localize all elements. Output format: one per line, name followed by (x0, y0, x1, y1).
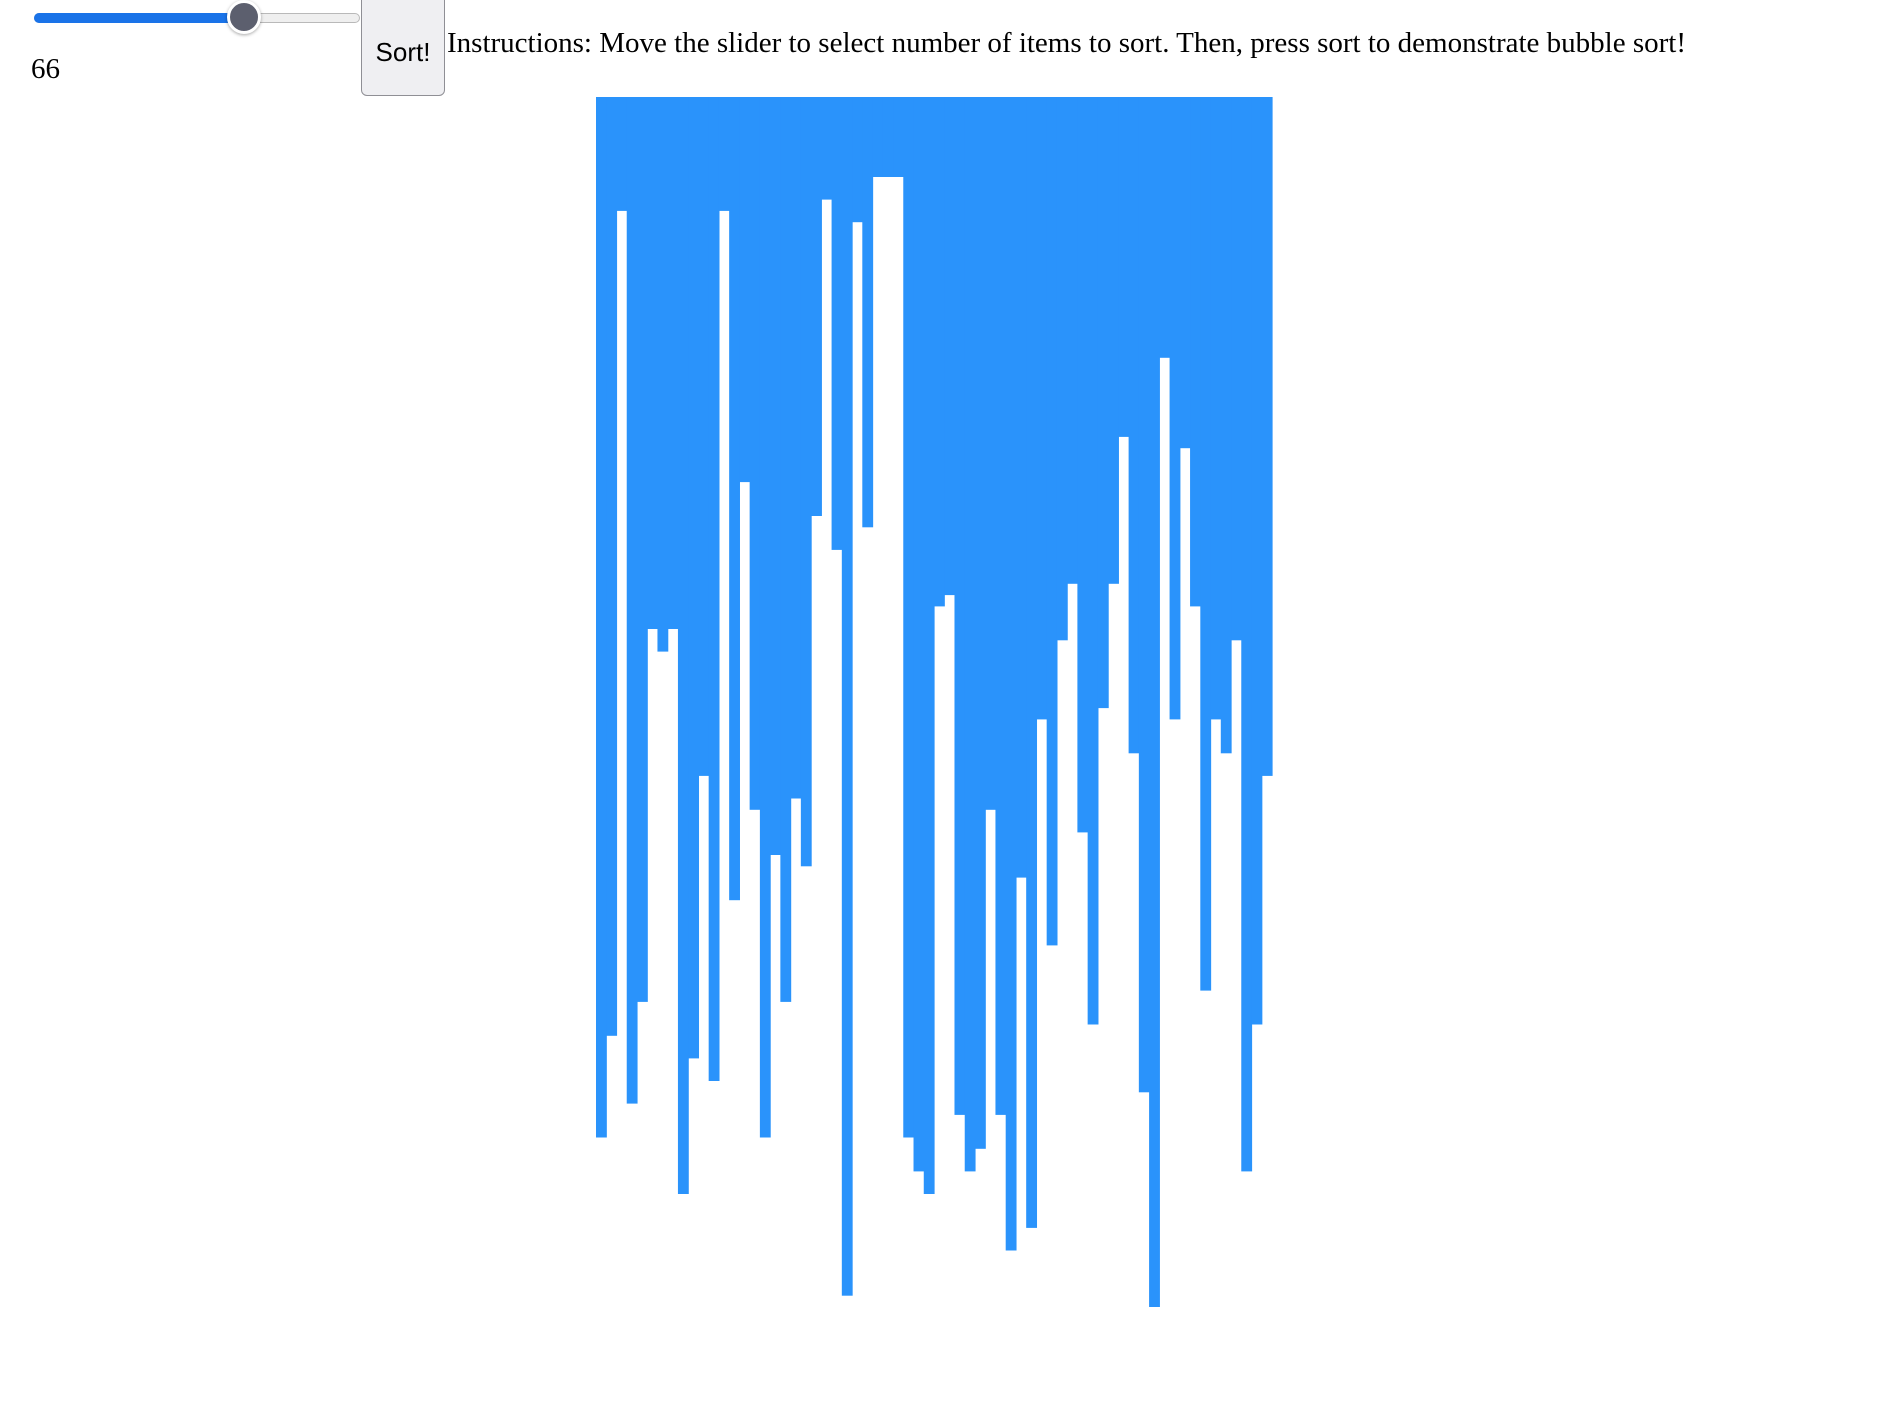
sort-bar-40 (995, 97, 1007, 1115)
sort-bar-47 (1067, 97, 1078, 584)
sort-bar-25 (841, 97, 853, 1296)
item-count-slider[interactable] (34, 0, 360, 34)
sort-bar-21 (800, 97, 812, 867)
sort-bar-60 (1200, 97, 1212, 991)
sort-bar-55 (1149, 97, 1160, 1307)
sort-bar-38 (974, 97, 986, 1149)
sort-bar-45 (1046, 97, 1058, 946)
sort-bar-61 (1210, 97, 1222, 720)
sort-bar-41 (1005, 97, 1017, 1251)
sort-bar-16 (749, 97, 761, 810)
sort-bar-66 (1261, 97, 1273, 776)
sort-button[interactable]: Sort! (361, 0, 445, 96)
slider-thumb[interactable] (226, 0, 261, 34)
sort-bar-14 (729, 97, 740, 901)
sort-bar-6 (647, 97, 659, 629)
sort-bar-56 (1159, 97, 1171, 358)
sort-bar-51 (1108, 97, 1119, 584)
sort-bar-30 (893, 97, 904, 177)
sort-bar-65 (1251, 97, 1263, 1025)
sort-bar-24 (831, 97, 843, 550)
sort-bar-12 (708, 97, 720, 1081)
sort-bar-48 (1077, 97, 1089, 833)
sort-bar-17 (759, 97, 771, 1138)
sort-bar-42 (1015, 97, 1027, 878)
sort-bar-33 (923, 97, 935, 1194)
sort-bar-50 (1097, 97, 1109, 709)
sort-bar-58 (1179, 97, 1191, 449)
instructions-text: Instructions: Move the slider to select … (447, 27, 1686, 59)
sort-bar-44 (1036, 97, 1048, 720)
sort-bar-36 (954, 97, 966, 1115)
sort-bar-62 (1220, 97, 1232, 754)
sort-bar-5 (636, 97, 648, 1002)
sort-bar-46 (1056, 97, 1068, 641)
sort-bar-11 (698, 97, 710, 776)
sort-bar-27 (862, 97, 874, 528)
sort-bar-43 (1026, 97, 1038, 1228)
sort-bar-34 (934, 97, 945, 607)
sort-bar-26 (852, 97, 863, 223)
sort-bar-35 (944, 97, 956, 596)
sort-bar-23 (821, 97, 833, 200)
sort-bar-37 (964, 97, 976, 1172)
sort-bar-8 (667, 97, 679, 629)
sort-bar-20 (790, 97, 802, 799)
sort-bar-22 (811, 97, 822, 516)
item-count-label: 66 (31, 53, 60, 85)
sort-bar-54 (1138, 97, 1150, 1093)
sort-bar-2 (606, 97, 618, 1036)
sort-bar-29 (882, 97, 894, 177)
sort-bar-63 (1231, 97, 1242, 641)
sort-bar-64 (1241, 97, 1253, 1172)
sort-bar-4 (626, 97, 638, 1104)
sort-bar-18 (770, 97, 781, 855)
sort-bar-10 (688, 97, 700, 1059)
sort-bar-39 (985, 97, 997, 810)
sort-bar-7 (657, 97, 669, 652)
sort-bar-15 (739, 97, 751, 483)
sort-bar-9 (677, 97, 689, 1194)
sort-bar-32 (913, 97, 925, 1172)
sort-bar-53 (1128, 97, 1140, 754)
sort-bar-59 (1190, 97, 1201, 607)
sort-bar-49 (1087, 97, 1099, 1025)
slider-fill (34, 13, 244, 23)
sort-bar-52 (1118, 97, 1130, 437)
sort-bar-3 (616, 97, 628, 211)
sort-bar-19 (780, 97, 792, 1002)
sort-bar-57 (1169, 97, 1181, 720)
sort-bar-13 (718, 97, 730, 211)
sort-bar-28 (872, 97, 884, 177)
sort-bar-1 (596, 97, 607, 1138)
sort-bar-31 (903, 97, 915, 1138)
